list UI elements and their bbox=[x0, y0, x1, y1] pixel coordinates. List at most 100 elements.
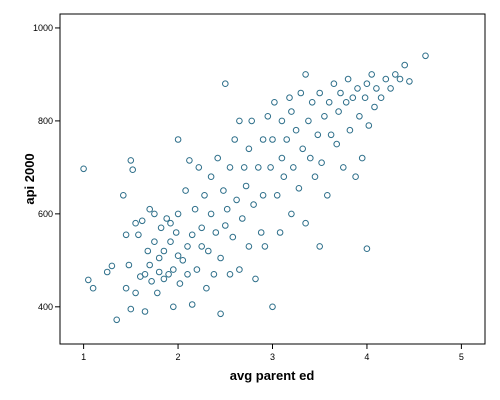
data-point bbox=[108, 262, 116, 270]
data-point bbox=[325, 99, 333, 106]
data-point bbox=[346, 126, 354, 134]
data-point bbox=[103, 268, 111, 276]
data-point bbox=[151, 238, 158, 245]
data-point bbox=[308, 99, 316, 106]
data-point bbox=[146, 205, 153, 213]
data-point bbox=[365, 122, 373, 129]
data-point bbox=[349, 94, 357, 101]
data-point bbox=[280, 173, 288, 180]
data-point bbox=[264, 113, 272, 120]
data-point bbox=[167, 238, 174, 245]
data-point bbox=[176, 280, 184, 287]
data-point bbox=[286, 94, 293, 101]
data-point bbox=[354, 85, 361, 92]
data-point bbox=[220, 187, 227, 194]
data-point bbox=[214, 154, 221, 162]
data-point bbox=[160, 275, 168, 283]
y-tick-label: 600 bbox=[38, 209, 53, 219]
data-point bbox=[231, 136, 238, 143]
data-point bbox=[229, 233, 237, 241]
data-point bbox=[193, 266, 201, 273]
data-point bbox=[373, 85, 380, 92]
data-point bbox=[271, 99, 278, 106]
data-point bbox=[195, 164, 203, 171]
x-tick-label: 3 bbox=[270, 352, 275, 362]
data-point bbox=[151, 210, 158, 218]
data-point bbox=[273, 192, 281, 199]
data-point bbox=[297, 89, 305, 97]
data-point bbox=[222, 222, 229, 229]
data-point bbox=[305, 117, 312, 125]
data-point bbox=[377, 94, 385, 101]
x-tick-label: 1 bbox=[81, 352, 86, 362]
data-point bbox=[361, 94, 369, 101]
data-point bbox=[129, 166, 136, 173]
data-point bbox=[333, 140, 341, 148]
data-point bbox=[113, 316, 120, 324]
data-point bbox=[198, 243, 205, 250]
data-point bbox=[174, 210, 182, 218]
data-point bbox=[401, 61, 409, 69]
data-point bbox=[239, 215, 246, 222]
data-point bbox=[172, 229, 180, 236]
data-point bbox=[120, 192, 127, 199]
data-point bbox=[201, 192, 208, 199]
data-point bbox=[132, 219, 139, 227]
y-tick-label: 800 bbox=[38, 116, 53, 126]
data-point bbox=[290, 164, 297, 171]
data-point bbox=[223, 205, 231, 213]
data-point bbox=[330, 80, 338, 87]
data-point bbox=[226, 164, 234, 171]
data-point bbox=[318, 159, 325, 166]
data-point bbox=[203, 284, 210, 292]
data-point bbox=[252, 275, 259, 283]
data-point bbox=[174, 252, 182, 259]
data-point bbox=[236, 117, 243, 125]
data-point bbox=[141, 271, 149, 278]
data-point bbox=[233, 196, 240, 204]
data-point bbox=[321, 113, 328, 120]
data-point bbox=[316, 89, 324, 97]
data-point bbox=[302, 71, 309, 78]
data-point bbox=[311, 173, 319, 180]
data-point bbox=[182, 187, 189, 194]
data-point bbox=[406, 78, 413, 85]
data-point bbox=[186, 157, 193, 164]
data-point bbox=[302, 219, 309, 227]
data-point bbox=[188, 231, 196, 239]
data-point bbox=[148, 278, 155, 285]
data-point bbox=[344, 75, 352, 83]
y-tick-label: 1000 bbox=[33, 23, 53, 33]
data-point bbox=[236, 266, 243, 273]
data-point bbox=[307, 154, 314, 162]
data-point bbox=[184, 271, 191, 278]
data-point bbox=[184, 243, 191, 250]
data-point bbox=[368, 71, 376, 78]
data-point bbox=[283, 136, 291, 143]
data-point bbox=[254, 164, 262, 171]
data-point bbox=[250, 201, 257, 208]
data-point bbox=[327, 131, 335, 139]
data-point bbox=[371, 103, 378, 111]
plot-area bbox=[59, 13, 486, 345]
data-point bbox=[245, 145, 253, 153]
data-point bbox=[356, 113, 363, 120]
data-point bbox=[127, 157, 135, 164]
data-point bbox=[212, 229, 220, 236]
data-point bbox=[174, 136, 182, 143]
data-point bbox=[125, 261, 133, 269]
data-point bbox=[222, 80, 229, 87]
data-point bbox=[240, 164, 248, 171]
data-point bbox=[226, 271, 234, 278]
data-point bbox=[141, 308, 149, 315]
data-point bbox=[122, 231, 130, 239]
data-point bbox=[382, 75, 390, 83]
data-point bbox=[89, 284, 97, 292]
data-point bbox=[278, 154, 286, 162]
data-point bbox=[363, 245, 371, 252]
y-axis-ticks: 400 600 800 1000 bbox=[33, 23, 60, 312]
data-point bbox=[324, 192, 331, 199]
data-point bbox=[207, 173, 215, 180]
data-point bbox=[335, 108, 342, 115]
data-point bbox=[191, 205, 199, 213]
